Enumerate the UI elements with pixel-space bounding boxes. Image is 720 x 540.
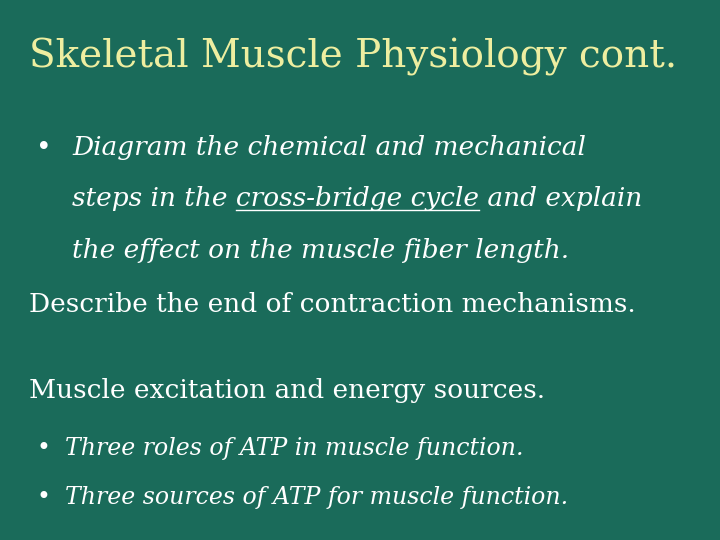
Text: steps in the cross-bridge cycle and explain: steps in the cross-bridge cycle and expl… [72, 186, 642, 211]
Text: the effect on the muscle fiber length.: the effect on the muscle fiber length. [72, 238, 569, 262]
Text: Describe the end of contraction mechanisms.: Describe the end of contraction mechanis… [29, 292, 636, 316]
Text: •: • [36, 135, 52, 160]
Text: •: • [36, 486, 50, 509]
Text: Three sources of ATP for muscle function.: Three sources of ATP for muscle function… [65, 486, 568, 509]
Text: Skeletal Muscle Physiology cont.: Skeletal Muscle Physiology cont. [29, 38, 677, 76]
Text: Three roles of ATP in muscle function.: Three roles of ATP in muscle function. [65, 437, 523, 461]
Text: Muscle excitation and energy sources.: Muscle excitation and energy sources. [29, 378, 545, 403]
Text: Diagram the chemical and mechanical: Diagram the chemical and mechanical [72, 135, 586, 160]
Text: •: • [36, 437, 50, 461]
